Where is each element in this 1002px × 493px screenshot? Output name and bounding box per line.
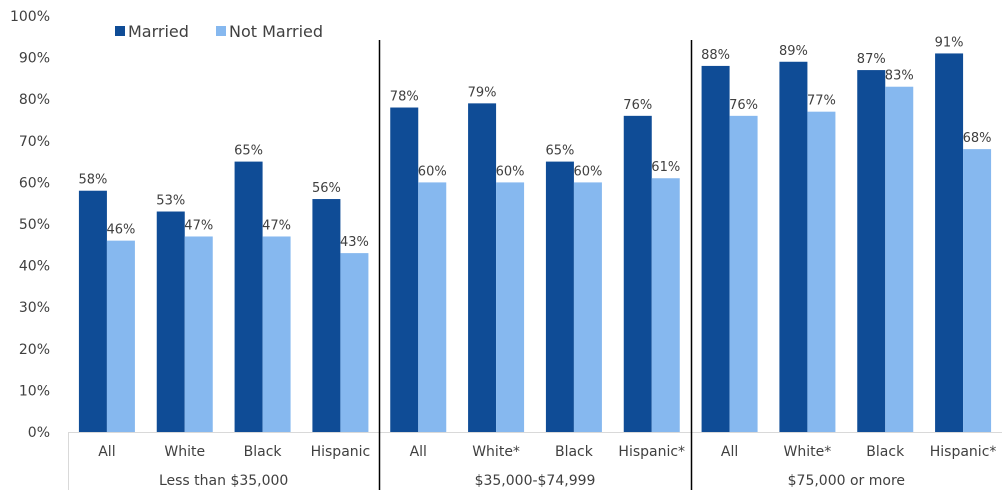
data-label: 60%	[496, 164, 525, 179]
data-label: 60%	[573, 164, 602, 179]
category-label: Hispanic*	[930, 444, 997, 460]
bar-not-married	[418, 182, 447, 432]
y-tick-label: 40%	[19, 259, 50, 275]
data-label: 58%	[78, 173, 107, 188]
category-label: White	[164, 444, 205, 460]
y-tick-label: 60%	[19, 175, 50, 191]
bar-married	[623, 115, 652, 432]
data-label: 87%	[857, 52, 886, 67]
group-label: $35,000-$74,999	[475, 473, 596, 489]
bar-married	[701, 65, 730, 433]
y-tick-label: 10%	[19, 383, 50, 399]
data-label: 46%	[106, 223, 135, 238]
category-label: Black	[866, 444, 905, 460]
bar-married	[857, 70, 886, 432]
category-label: All	[98, 444, 115, 460]
category-label: Black	[244, 444, 283, 460]
category-label: All	[721, 444, 738, 460]
bar-married	[468, 103, 497, 433]
data-label: 88%	[701, 48, 730, 63]
bar-not-married	[729, 115, 758, 432]
data-label: 91%	[935, 35, 964, 50]
bar-not-married	[340, 253, 369, 432]
bar-married	[779, 61, 808, 432]
data-label: 89%	[779, 44, 808, 59]
bar-married	[390, 107, 419, 433]
bar-not-married	[496, 182, 525, 432]
data-label: 65%	[234, 144, 263, 159]
y-tick-label: 80%	[19, 92, 50, 108]
data-label: 76%	[623, 98, 652, 113]
bar-not-married	[651, 178, 680, 432]
bar-married	[312, 199, 341, 432]
data-label: 47%	[184, 218, 213, 233]
y-tick-label: 0%	[28, 425, 50, 441]
y-tick-label: 90%	[19, 51, 50, 67]
data-label: 79%	[468, 85, 497, 100]
y-tick-label: 50%	[19, 217, 50, 233]
y-tick-label: 30%	[19, 300, 50, 316]
bar-not-married	[262, 236, 291, 432]
data-label: 83%	[885, 69, 914, 84]
data-label: 43%	[340, 235, 369, 250]
data-label: 53%	[156, 194, 185, 209]
bar-not-married	[106, 240, 135, 432]
bar-married	[545, 161, 574, 432]
data-label: 77%	[807, 94, 836, 109]
y-tick-label: 70%	[19, 134, 50, 150]
bar-married	[935, 53, 964, 432]
data-label: 56%	[312, 181, 341, 196]
bar-married	[78, 190, 107, 432]
legend-swatch	[115, 26, 125, 36]
group-label: Less than $35,000	[159, 473, 288, 489]
bar-not-married	[885, 86, 914, 432]
category-label: Hispanic*	[618, 444, 685, 460]
bar-married	[234, 161, 263, 432]
legend-swatch	[216, 26, 226, 36]
data-label: 78%	[390, 90, 419, 105]
category-label: All	[410, 444, 427, 460]
bar-not-married	[184, 236, 213, 432]
legend-label: Not Married	[229, 22, 323, 41]
bar-not-married	[963, 149, 992, 432]
data-label: 47%	[262, 218, 291, 233]
category-label: Black	[555, 444, 594, 460]
category-label: Hispanic	[311, 444, 371, 460]
y-tick-label: 20%	[19, 342, 50, 358]
bar-not-married	[573, 182, 602, 432]
group-label: $75,000 or more	[788, 473, 905, 489]
legend-label: Married	[128, 22, 189, 41]
data-label: 68%	[963, 131, 992, 146]
data-label: 61%	[651, 160, 680, 175]
category-label: White*	[784, 444, 832, 460]
bar-not-married	[807, 111, 836, 433]
data-label: 65%	[545, 144, 574, 159]
bar-married	[156, 211, 185, 432]
y-tick-label: 100%	[10, 9, 50, 25]
data-label: 60%	[418, 164, 447, 179]
category-label: White*	[472, 444, 520, 460]
data-label: 76%	[729, 98, 758, 113]
